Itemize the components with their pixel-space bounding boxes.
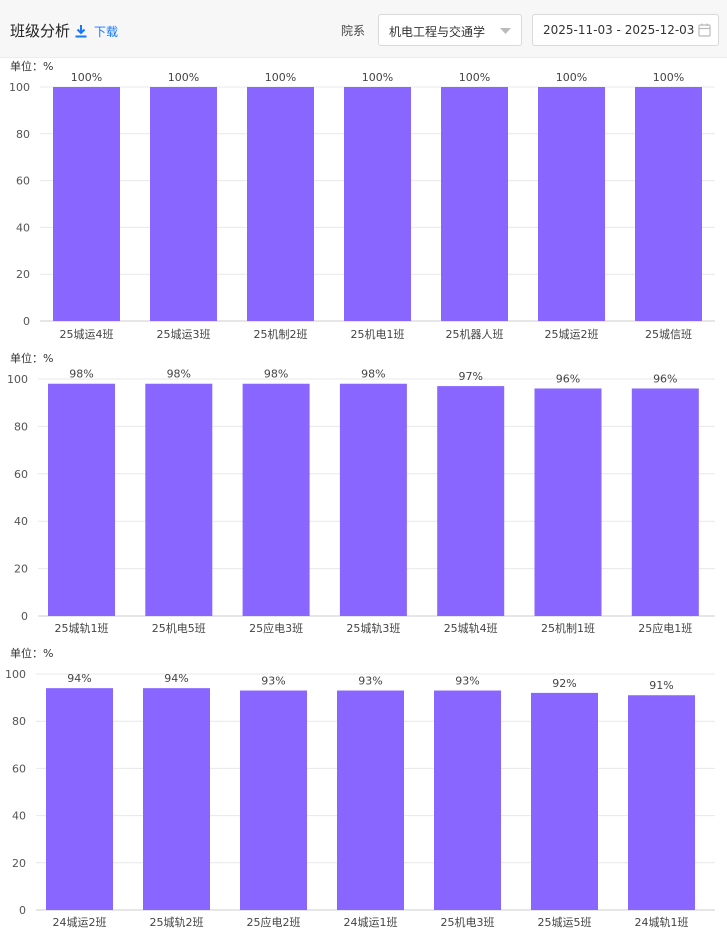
bar[interactable] xyxy=(53,87,120,321)
x-tick-label: 25城轨4班 xyxy=(444,621,498,635)
bar[interactable] xyxy=(242,383,310,616)
download-label: 下载 xyxy=(94,24,119,39)
x-tick-label: 25城轨1班 xyxy=(55,621,109,635)
x-tick-label: 25机电1班 xyxy=(351,327,405,341)
x-tick-label: 24城运1班 xyxy=(344,916,398,929)
bar[interactable] xyxy=(441,87,508,321)
bar-chart-1: 单位：% 0 20 40 60 80 100 100% 25城运4班 100% 25城运3班 100%… xyxy=(9,59,715,341)
data-label: 100% xyxy=(653,71,684,84)
y-tick-label: 20 xyxy=(12,857,26,870)
data-label: 93% xyxy=(261,675,285,688)
data-label: 98% xyxy=(69,368,93,381)
bar[interactable] xyxy=(635,87,702,321)
data-label: 98% xyxy=(264,368,288,381)
x-tick-label: 25应电1班 xyxy=(638,621,692,635)
y-tick-label: 100 xyxy=(9,81,30,94)
download-button[interactable]: 下载 xyxy=(74,22,118,40)
data-label: 93% xyxy=(455,675,479,688)
bar[interactable] xyxy=(631,388,699,616)
data-label: 92% xyxy=(552,677,576,690)
bar[interactable] xyxy=(46,688,113,910)
data-label: 93% xyxy=(358,675,382,688)
bar[interactable] xyxy=(145,383,213,616)
data-label: 96% xyxy=(653,372,677,385)
bar[interactable] xyxy=(247,87,314,321)
x-tick-label: 25城运5班 xyxy=(538,916,592,929)
x-tick-label: 25城轨2班 xyxy=(150,915,204,929)
bar-chart-2: 单位：% 0 20 40 60 80 100 98% 25城轨1班 98% 25机电5班 98% 25应… xyxy=(7,351,715,635)
y-tick-label: 60 xyxy=(16,175,30,188)
y-tick-label: 60 xyxy=(12,762,26,775)
bar[interactable] xyxy=(534,388,602,616)
x-tick-label: 25应电2班 xyxy=(247,915,301,929)
bar[interactable] xyxy=(344,87,411,321)
x-tick-label: 25机制1班 xyxy=(541,621,595,635)
dept-select[interactable]: 机电工程与交通学 xyxy=(378,14,522,46)
y-tick-label: 80 xyxy=(16,128,30,141)
bar[interactable] xyxy=(531,692,598,910)
x-tick-label: 25城运2班 xyxy=(545,328,599,341)
data-label: 96% xyxy=(556,372,580,385)
bar[interactable] xyxy=(538,87,605,321)
date-range-picker[interactable]: 2025-11-03 - 2025-12-03 xyxy=(532,14,719,46)
bar[interactable] xyxy=(628,695,695,910)
y-tick-label: 0 xyxy=(19,904,26,917)
y-tick-label: 60 xyxy=(14,468,28,481)
y-unit-label: 单位：% xyxy=(10,351,53,365)
data-label: 97% xyxy=(458,370,482,383)
bar[interactable] xyxy=(150,87,217,321)
x-tick-label: 25城信班 xyxy=(645,328,692,341)
bar[interactable] xyxy=(337,690,404,910)
y-tick-label: 40 xyxy=(12,810,26,823)
x-tick-label: 24城运2班 xyxy=(53,916,107,929)
download-icon xyxy=(75,25,87,38)
data-label: 100% xyxy=(362,71,393,84)
x-tick-label: 25机器人班 xyxy=(446,327,504,341)
page-title: 班级分析 xyxy=(10,22,71,40)
date-range-value: 2025-11-03 - 2025-12-03 xyxy=(543,23,695,37)
y-tick-label: 80 xyxy=(12,715,26,728)
y-tick-label: 20 xyxy=(16,268,30,281)
data-label: 100% xyxy=(168,71,199,84)
dept-select-value: 机电工程与交通学 xyxy=(389,25,486,39)
bar[interactable] xyxy=(434,690,501,910)
bar[interactable] xyxy=(143,688,210,910)
x-tick-label: 25城轨3班 xyxy=(346,621,400,635)
data-label: 98% xyxy=(361,368,385,381)
y-tick-label: 0 xyxy=(23,315,30,328)
x-tick-label: 24城轨1班 xyxy=(635,915,689,929)
y-unit-label: 单位：% xyxy=(10,59,53,73)
data-label: 98% xyxy=(167,368,191,381)
data-label: 91% xyxy=(649,679,673,692)
data-label: 100% xyxy=(265,71,296,84)
bar[interactable] xyxy=(437,386,505,616)
y-tick-label: 40 xyxy=(14,515,28,528)
bar[interactable] xyxy=(240,690,307,910)
x-tick-label: 25应电3班 xyxy=(249,621,303,635)
data-label: 100% xyxy=(556,71,587,84)
y-tick-label: 100 xyxy=(7,373,28,386)
x-tick-label: 25机电5班 xyxy=(152,621,206,635)
bar[interactable] xyxy=(339,383,407,616)
x-tick-label: 25城运3班 xyxy=(157,328,211,341)
bar-chart-3: 单位：% 0 20 40 60 80 100 94% 24城运2班 94% 25城轨2班 93% 25应… xyxy=(5,646,715,929)
bar[interactable] xyxy=(48,383,115,616)
x-tick-label: 25机电3班 xyxy=(441,915,495,929)
data-label: 94% xyxy=(67,672,91,685)
y-tick-label: 40 xyxy=(16,221,30,234)
toolbar-header: 班级分析 下载 院系 机电工程与交通学 2025-11-03 - 2025-12… xyxy=(0,0,727,58)
chevron-down-icon xyxy=(500,28,511,34)
dept-label: 院系 xyxy=(341,24,366,38)
calendar-icon xyxy=(698,23,711,37)
y-unit-label: 单位：% xyxy=(10,646,53,660)
y-tick-label: 0 xyxy=(21,610,28,623)
y-tick-label: 20 xyxy=(14,563,28,576)
x-tick-label: 25机制2班 xyxy=(254,327,308,341)
x-tick-label: 25城运4班 xyxy=(60,328,114,341)
data-label: 100% xyxy=(459,71,490,84)
y-tick-label: 80 xyxy=(14,420,28,433)
data-label: 100% xyxy=(71,71,102,84)
y-tick-label: 100 xyxy=(5,668,26,681)
data-label: 94% xyxy=(164,672,188,685)
